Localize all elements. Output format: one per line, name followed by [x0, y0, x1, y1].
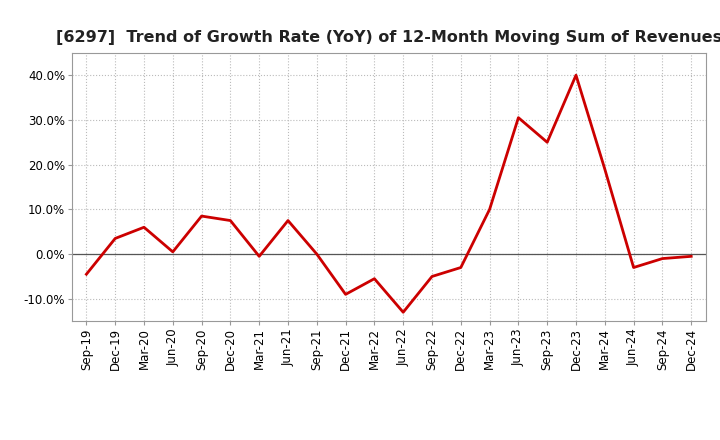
- Title: [6297]  Trend of Growth Rate (YoY) of 12-Month Moving Sum of Revenues: [6297] Trend of Growth Rate (YoY) of 12-…: [55, 29, 720, 45]
